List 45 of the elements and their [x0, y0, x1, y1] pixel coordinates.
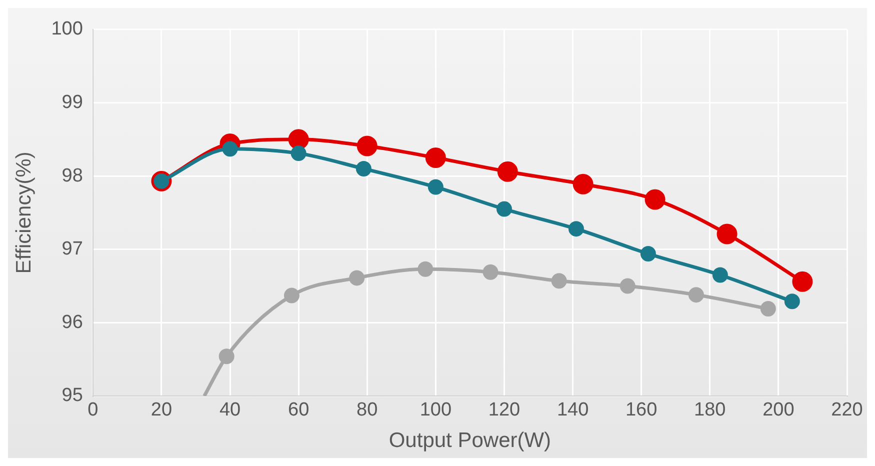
point: [640, 246, 656, 262]
point: [288, 129, 309, 150]
point: [425, 147, 446, 168]
point: [496, 201, 512, 217]
x-tick-label: 200: [762, 400, 794, 421]
point: [428, 179, 444, 195]
point: [572, 174, 594, 194]
x-tick-label: 0: [88, 400, 98, 421]
x-tick-label: 80: [356, 400, 378, 421]
point: [644, 189, 666, 210]
point: [620, 278, 636, 294]
y-axis-title: Efficiency(%): [12, 152, 36, 274]
point: [349, 270, 365, 286]
y-tick-label: 100: [51, 18, 83, 40]
y-tick-label: 98: [62, 165, 83, 186]
point: [792, 271, 813, 292]
point: [568, 221, 584, 237]
point: [551, 273, 567, 289]
point: [712, 267, 728, 283]
x-tick-label: 20: [150, 400, 172, 421]
point: [688, 287, 704, 303]
point: [356, 136, 378, 156]
x-tick-label: 180: [694, 400, 726, 421]
x-tick-label: 100: [420, 400, 452, 421]
x-tick-label: 160: [625, 400, 658, 421]
y-tick-label: 97: [62, 238, 83, 260]
point: [284, 288, 300, 304]
x-tick-label: 220: [831, 400, 863, 421]
x-axis-title: Output Power(W): [388, 429, 552, 452]
x-tick-label: 140: [556, 400, 589, 421]
x-tick-label: 40: [219, 400, 241, 421]
point: [356, 160, 372, 176]
point: [482, 264, 498, 280]
y-tick-label: 95: [62, 385, 83, 406]
point: [497, 161, 518, 182]
point: [218, 348, 234, 364]
y-tick-label: 96: [62, 312, 83, 333]
point: [290, 146, 306, 162]
point: [784, 294, 800, 310]
x-tick-label: 120: [488, 400, 520, 421]
point: [418, 261, 434, 277]
x-tick-label: 60: [288, 400, 310, 421]
y-tick-label: 99: [62, 92, 83, 113]
point: [760, 301, 776, 316]
point: [716, 224, 738, 244]
